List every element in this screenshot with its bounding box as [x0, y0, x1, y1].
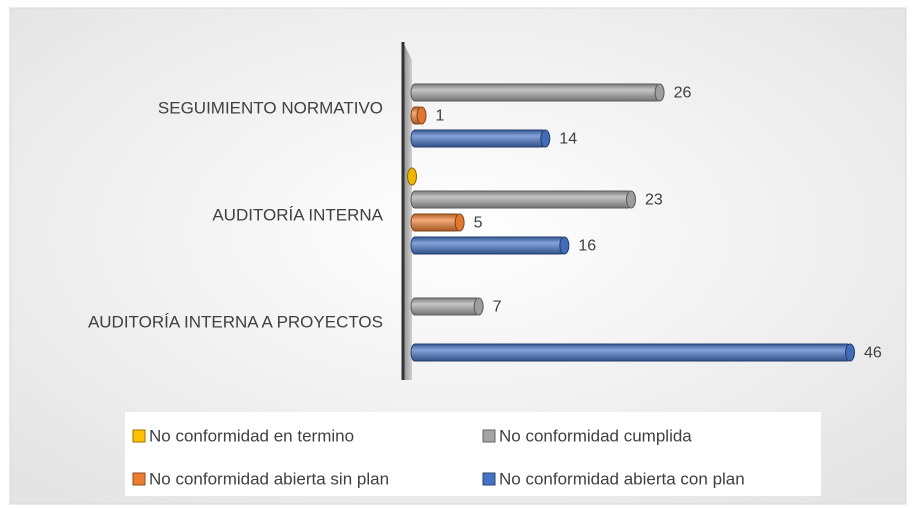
bar-cap: [845, 343, 855, 362]
legend-label: No conformidad abierta sin plan: [149, 469, 389, 488]
bar-cap: [407, 167, 417, 186]
legend-swatch: [482, 472, 496, 486]
bar-cap: [559, 236, 570, 255]
bar-cap: [473, 297, 484, 316]
bar-cap: [654, 83, 665, 102]
legend-box: [125, 412, 821, 496]
bar: [410, 129, 547, 148]
legend-label: No conformidad abierta con plan: [499, 469, 745, 488]
wall: [403, 42, 412, 380]
category-label: SEGUIMIENTO NORMATIVO: [158, 98, 383, 117]
bar-cap: [416, 106, 427, 125]
bar: [410, 343, 852, 362]
data-label: 26: [674, 85, 692, 102]
bar: [410, 236, 566, 255]
bar-cap: [540, 129, 551, 148]
legend-swatch: [482, 429, 496, 443]
data-label: 7: [493, 299, 502, 316]
data-label: 46: [864, 345, 882, 362]
bar-cap: [626, 190, 636, 209]
category-label: AUDITORÍA INTERNA A PROYECTOS: [88, 312, 383, 331]
data-label: 14: [559, 131, 577, 148]
category-label: AUDITORÍA INTERNA: [212, 205, 383, 224]
legend-label: No conformidad cumplida: [499, 426, 692, 445]
bar-cap: [454, 213, 465, 232]
data-label: 16: [578, 238, 596, 255]
bar: [410, 190, 633, 209]
legend-swatch: [132, 429, 146, 443]
data-label: 1: [436, 108, 445, 125]
bar: [410, 83, 662, 102]
data-label: 23: [645, 192, 663, 209]
legend-swatch: [132, 472, 146, 486]
data-label: 5: [474, 215, 483, 232]
legend-label: No conformidad en termino: [149, 426, 354, 445]
bar: [410, 213, 462, 232]
bar: [410, 297, 481, 316]
